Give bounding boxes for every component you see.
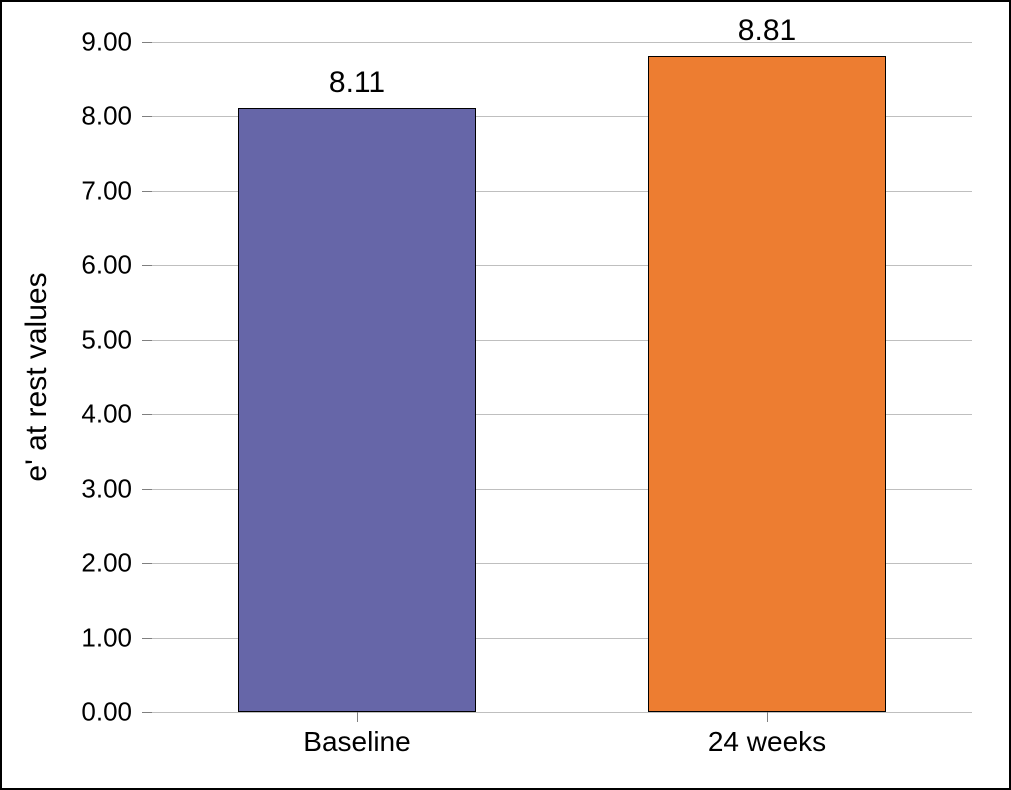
y-tick-label: 8.00 [81, 101, 132, 132]
y-tick-label: 7.00 [81, 175, 132, 206]
x-tick-label: Baseline [303, 726, 410, 758]
y-tick-label: 6.00 [81, 250, 132, 281]
plot-area [152, 42, 972, 712]
gridline [152, 712, 972, 713]
gridline [152, 42, 972, 43]
y-tick-mark [142, 42, 152, 43]
chart-frame: e' at rest values 0.00 1.00 2.00 3.00 4.00 5.… [0, 0, 1011, 790]
x-tick-label: 24 weeks [708, 726, 826, 758]
bar-24-weeks [648, 56, 886, 712]
y-tick-mark [142, 712, 152, 713]
y-tick-mark [142, 265, 152, 266]
value-label: 8.81 [738, 14, 796, 48]
y-tick-label: 1.00 [81, 622, 132, 653]
y-tick-mark [142, 638, 152, 639]
y-tick-label: 0.00 [81, 697, 132, 728]
y-tick-label: 4.00 [81, 399, 132, 430]
y-tick-mark [142, 116, 152, 117]
y-tick-label: 3.00 [81, 473, 132, 504]
y-tick-mark [142, 563, 152, 564]
y-tick-label: 2.00 [81, 548, 132, 579]
y-tick-mark [142, 340, 152, 341]
y-tick-mark [142, 489, 152, 490]
bar-baseline [238, 108, 476, 712]
y-tick-mark [142, 414, 152, 415]
y-tick-mark [142, 191, 152, 192]
value-label: 8.11 [329, 66, 385, 100]
x-tick-mark [357, 712, 358, 722]
y-tick-label: 9.00 [81, 27, 132, 58]
x-tick-mark [767, 712, 768, 722]
y-axis-title: e' at rest values [20, 272, 54, 481]
y-tick-label: 5.00 [81, 324, 132, 355]
